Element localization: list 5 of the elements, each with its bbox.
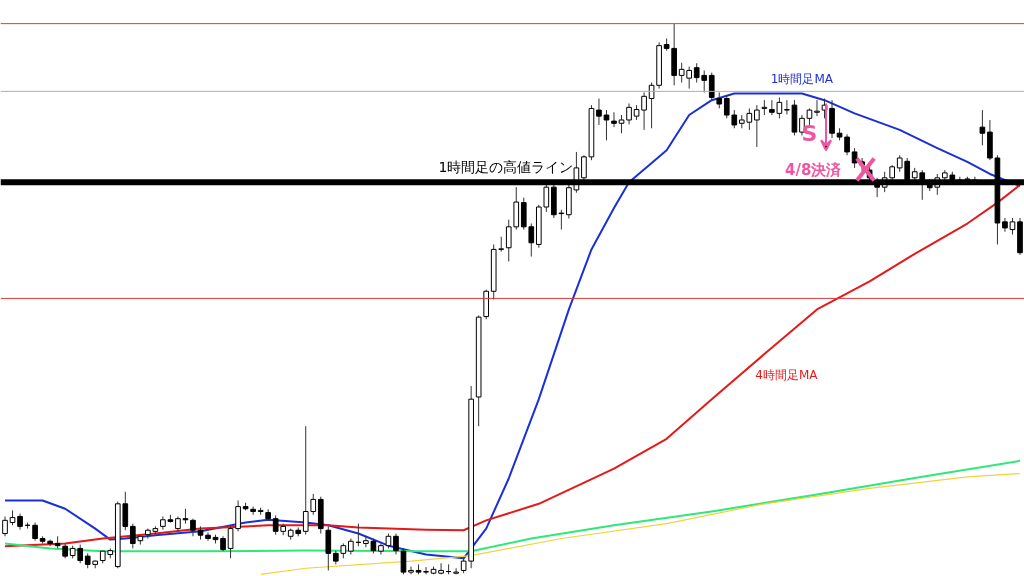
series-label: 1時間足MA xyxy=(770,71,834,86)
ref-line-label: 1時間足の高値ライン xyxy=(438,159,574,176)
annotation: S xyxy=(801,121,818,147)
annotation: 4/8決済 xyxy=(785,160,843,179)
series-label: 4時間足MA xyxy=(755,368,819,383)
